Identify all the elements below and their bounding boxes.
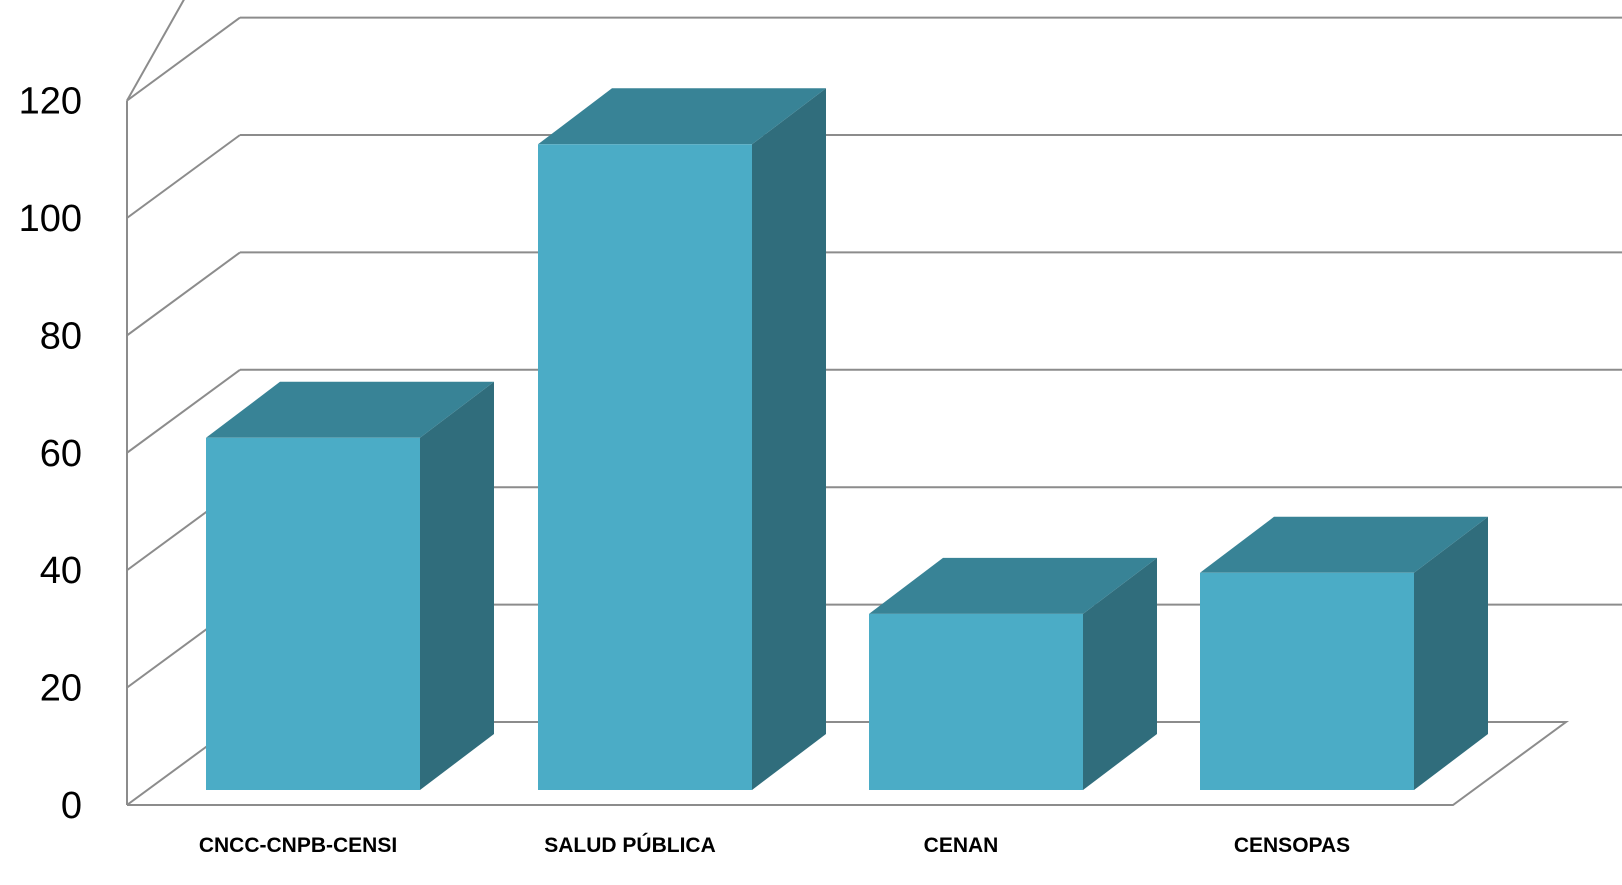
- wall-gridline-120: [126, 16, 241, 102]
- y-tick-120: 120: [19, 81, 82, 123]
- category-label-cncc-cnpb-censi: CNCC-CNPB-CENSI: [199, 834, 397, 857]
- category-label-cenan: CENAN: [924, 834, 999, 857]
- y-tick-0: 0: [61, 785, 82, 827]
- bar-side: [752, 88, 826, 791]
- bar-top: [538, 88, 826, 145]
- wall-top-edge: [126, 0, 185, 102]
- bars: [206, 88, 1488, 791]
- bar-front: [869, 613, 1083, 790]
- bar-front: [1200, 572, 1414, 790]
- bar-front: [206, 437, 420, 790]
- bar-top: [1200, 516, 1488, 573]
- y-axis-ticks: 0 20 40 60 80 100 120: [19, 81, 82, 827]
- y-tick-60: 60: [40, 433, 82, 475]
- bar-salud-publica: [538, 88, 826, 791]
- category-label-salud-publica: SALUD PÚBLICA: [544, 833, 716, 857]
- y-tick-40: 40: [40, 550, 82, 592]
- bar-cncc-cnpb-censi: [206, 381, 494, 790]
- wall-gridline-100: [126, 134, 241, 219]
- wall-gridline-80: [126, 251, 241, 337]
- y-tick-20: 20: [40, 668, 82, 710]
- wall-gridline-60: [126, 368, 241, 454]
- bar-cenan: [869, 557, 1157, 790]
- x-axis-categories: CNCC-CNPB-CENSI SALUD PÚBLICA CENAN CENSOPA…: [199, 833, 1350, 857]
- bar-side: [1083, 557, 1157, 790]
- bar-top: [869, 557, 1157, 614]
- y-tick-100: 100: [19, 198, 82, 240]
- y-tick-80: 80: [40, 315, 82, 357]
- bar-side: [420, 381, 494, 790]
- bar-censopas: [1200, 516, 1488, 790]
- bar-side: [1414, 516, 1488, 790]
- bar-front: [538, 144, 752, 791]
- category-label-censopas: CENSOPAS: [1234, 834, 1350, 857]
- bar-top: [206, 381, 494, 438]
